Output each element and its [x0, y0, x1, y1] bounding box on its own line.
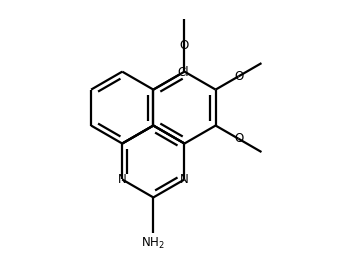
Text: O: O	[234, 70, 243, 83]
Text: N: N	[180, 173, 189, 186]
Text: O: O	[234, 132, 243, 145]
Text: NH$_2$: NH$_2$	[142, 236, 165, 251]
Text: N: N	[118, 173, 127, 186]
Text: O: O	[180, 39, 189, 52]
Text: Cl: Cl	[177, 66, 189, 79]
